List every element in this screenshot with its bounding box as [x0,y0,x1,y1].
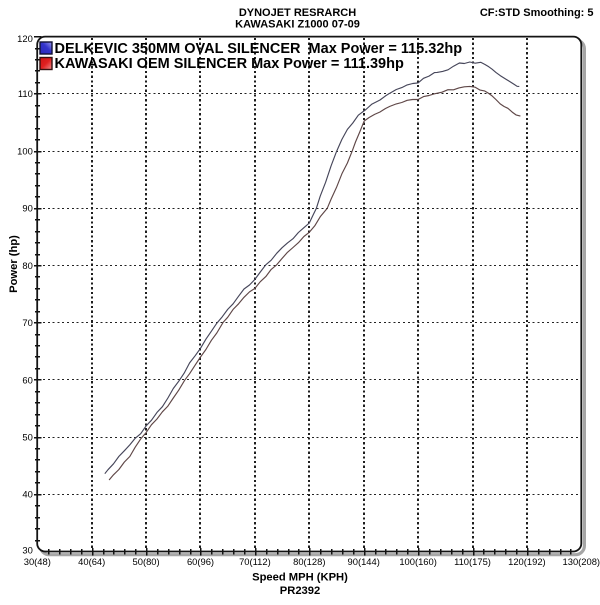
svg-text:40: 40 [22,489,32,500]
svg-text:30: 30 [22,545,32,556]
svg-text:80: 80 [22,260,32,271]
svg-text:120: 120 [17,33,33,44]
svg-text:60(96): 60(96) [187,556,214,567]
svg-text:90: 90 [22,203,32,214]
svg-text:60: 60 [22,374,32,385]
svg-text:DELKEVIC 350MM OVAL SILENCER: DELKEVIC 350MM OVAL SILENCER Max Power =… [55,41,463,57]
svg-text:KAWASAKI OEM SILENCER Max Powe: KAWASAKI OEM SILENCER Max Power = 111.39… [55,56,404,72]
svg-text:120(192): 120(192) [508,556,546,567]
svg-text:Speed MPH (KPH): Speed MPH (KPH) [252,572,348,584]
svg-text:90(144): 90(144) [348,556,380,567]
svg-text:50: 50 [22,432,32,443]
svg-text:100(160): 100(160) [399,556,437,567]
svg-text:100: 100 [17,145,33,156]
svg-text:PR2392: PR2392 [280,585,320,597]
svg-text:70(112): 70(112) [239,556,271,567]
svg-text:130(208): 130(208) [563,556,600,567]
svg-text:DYNOJET RESRARCH: DYNOJET RESRARCH [239,7,356,19]
svg-text:40(64): 40(64) [78,556,105,567]
svg-text:80(128): 80(128) [293,556,325,567]
svg-text:KAWASAKI Z1000 07-09: KAWASAKI Z1000 07-09 [235,19,360,31]
svg-text:110(175): 110(175) [454,556,491,567]
svg-text:110: 110 [18,88,33,99]
svg-text:50(80): 50(80) [133,556,160,567]
svg-text:CF:STD Smoothing: 5: CF:STD Smoothing: 5 [480,7,594,19]
svg-text:Power (hp): Power (hp) [8,235,20,293]
svg-text:30(48): 30(48) [24,556,51,567]
svg-text:70: 70 [22,317,32,328]
